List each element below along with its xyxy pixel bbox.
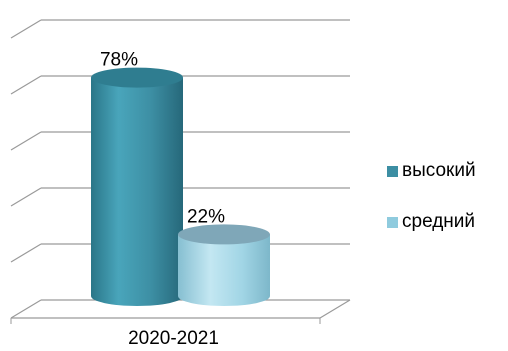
x-axis: 2020-2021: [10, 318, 321, 349]
gridline-side: [10, 187, 42, 207]
bar-body: [91, 77, 183, 306]
gridline-side: [10, 243, 42, 263]
bar-body: [178, 234, 270, 306]
data-labels: 78% 22%: [100, 50, 225, 228]
x-tick-label: 2020-2021: [128, 328, 219, 349]
legend: высокий средний: [387, 160, 476, 262]
data-label: 78%: [100, 50, 138, 71]
legend-item-sredniy: средний: [387, 211, 476, 233]
bar-vysokiy: [91, 67, 183, 306]
legend-swatch-sredniy: [387, 216, 398, 228]
legend-label-sredniy: средний: [402, 211, 476, 232]
bars: [91, 67, 270, 306]
floor-side-edge: [319, 299, 351, 319]
legend-label-vysokiy: высокий: [402, 160, 476, 181]
bar-top: [91, 67, 183, 88]
gridline-side: [10, 131, 42, 151]
bar-top: [178, 224, 270, 245]
bar-sredniy: [178, 224, 270, 306]
gridline-side: [10, 299, 42, 319]
legend-item-vysokiy: высокий: [387, 160, 476, 182]
gridline-side: [10, 75, 42, 95]
legend-swatch-vysokiy: [387, 165, 398, 177]
data-label: 22%: [187, 206, 225, 227]
gridline-side: [10, 19, 42, 39]
